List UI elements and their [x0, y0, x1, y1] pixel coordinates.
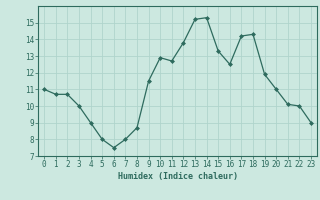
X-axis label: Humidex (Indice chaleur): Humidex (Indice chaleur) — [118, 172, 238, 181]
